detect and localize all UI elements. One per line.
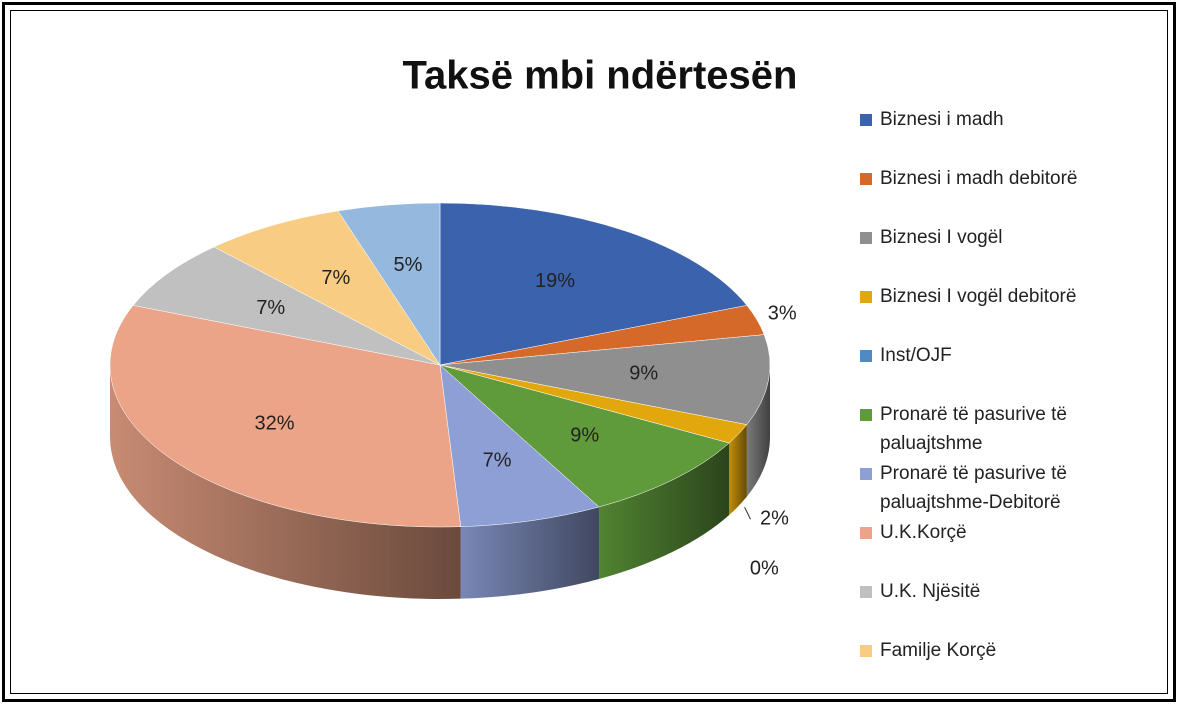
frame [10, 10, 1168, 694]
slice-side [746, 365, 770, 497]
legend-swatch [860, 291, 872, 303]
data-label: 32% [254, 412, 294, 434]
slice [213, 210, 441, 366]
legend-item: U.K.Korçë [860, 518, 1160, 547]
legend-item: Biznesi I vogël debitorë [860, 282, 1160, 311]
slice-side [729, 424, 747, 516]
legend-label: Biznesi i madh [880, 109, 1004, 130]
legend-label: Familje Korçë [880, 640, 997, 661]
legend-item: Pronarë të pasurive të paluajtshme-Debit… [860, 459, 1160, 517]
data-label: 3% [768, 303, 797, 325]
legend-item: Biznesi i madh [860, 105, 1160, 134]
legend-label: U.K. Njësitë [880, 581, 981, 602]
legend-label: U.K.Korçë [880, 522, 967, 543]
data-label: 19% [535, 270, 575, 292]
slice [132, 246, 441, 366]
data-label: 7% [321, 267, 350, 289]
label-layer: 19% 3% 9% 2% 0% 9% 7% 32% 7% 7% 5% [254, 254, 796, 580]
slice [439, 334, 771, 425]
legend-swatch [860, 350, 872, 362]
side-layer [110, 365, 770, 599]
legend-item: Pronarë të pasurive të paluajtshme [860, 400, 1160, 458]
legend-swatch [860, 645, 872, 657]
slice [109, 305, 462, 528]
slice [439, 364, 730, 508]
legend-swatch [860, 527, 872, 539]
legend-swatch [860, 114, 872, 126]
slice-side [598, 443, 730, 579]
data-label: 7% [483, 450, 512, 472]
legend-item: Biznesi i madh debitorë [860, 164, 1160, 193]
legend-label: Biznesi I vogël debitorë [880, 286, 1077, 307]
legend-label: Pronarë të pasurive të paluajtshme [880, 404, 1067, 454]
slice-side [460, 506, 599, 599]
legend-swatch [860, 232, 872, 244]
data-label: 7% [256, 297, 285, 319]
legend-label: Biznesi i madh debitorë [880, 168, 1078, 189]
data-label: 2% [760, 508, 789, 530]
data-label: 9% [629, 363, 658, 385]
legend-label: Pronarë të pasurive të paluajtshme-Debit… [880, 463, 1067, 513]
legend-swatch [860, 409, 872, 421]
data-label: 0% [750, 558, 779, 580]
chart-title: Taksë mbi ndërtesën [403, 54, 798, 98]
legend-swatch [860, 468, 872, 480]
slice [439, 364, 600, 527]
legend-label: Biznesi I vogël [880, 227, 1003, 248]
top-layer [109, 202, 771, 528]
legend-item: Familje Korçë [860, 636, 1160, 665]
slice-side [110, 365, 461, 599]
legend-item: U.K. Njësitë [860, 577, 1160, 606]
legend-swatch [860, 586, 872, 598]
legend-item: Biznesi I vogël [860, 223, 1160, 252]
legend-swatch [860, 173, 872, 185]
legend-label: Inst/OJF [880, 345, 952, 366]
data-label: 5% [394, 254, 423, 276]
slice [337, 202, 441, 366]
leader-line [744, 506, 751, 520]
data-label: 9% [570, 424, 599, 446]
slice [439, 202, 748, 366]
legend-item: Inst/OJF [860, 341, 1160, 370]
